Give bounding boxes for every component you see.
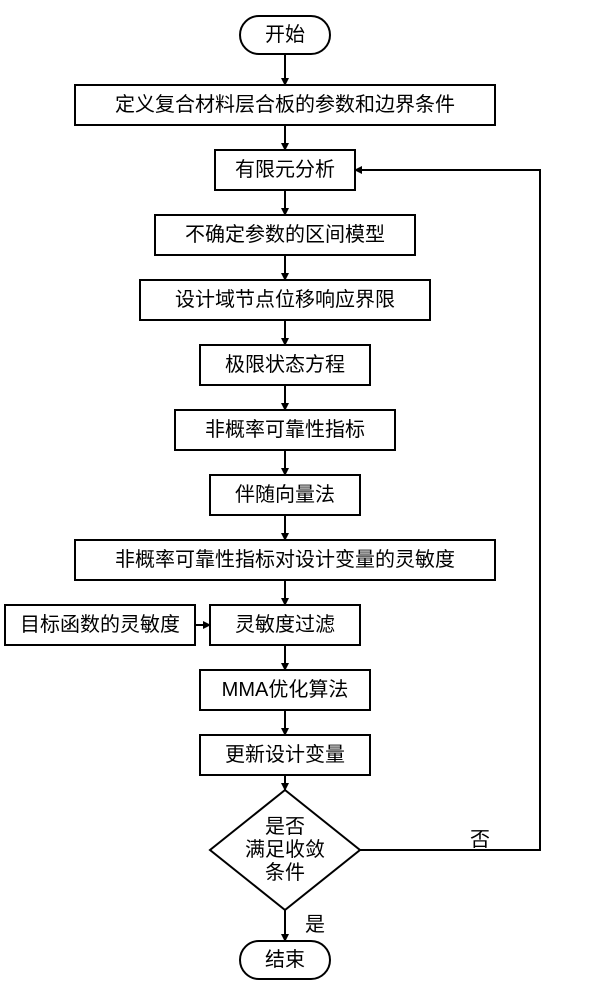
label-n10: MMA优化算法 [222, 678, 349, 701]
label-start: 开始 [265, 23, 305, 46]
label-n9: 灵敏度过滤 [235, 613, 335, 636]
label-dec: 是否 [265, 816, 305, 838]
label-yes: 是 [305, 914, 325, 936]
label-no: 否 [470, 829, 490, 851]
label-n3: 不确定参数的区间模型 [185, 223, 385, 246]
label-n4: 设计域节点位移响应界限 [175, 288, 395, 311]
label-n11: 更新设计变量 [225, 743, 345, 766]
label-n5: 极限状态方程 [225, 353, 345, 376]
label-n1: 定义复合材料层合板的参数和边界条件 [115, 93, 455, 116]
label-n6: 非概率可靠性指标 [205, 418, 365, 441]
flowchart-canvas: 开始定义复合材料层合板的参数和边界条件有限元分析不确定参数的区间模型设计域节点位… [0, 0, 600, 1000]
label-n2: 有限元分析 [235, 158, 335, 181]
edge [355, 170, 540, 850]
label-side: 目标函数的灵敏度 [20, 613, 180, 636]
label-dec: 满足收敛 [245, 838, 325, 861]
label-end: 结束 [265, 948, 305, 971]
label-n8: 非概率可靠性指标对设计变量的灵敏度 [115, 548, 455, 571]
label-n7: 伴随向量法 [235, 483, 335, 506]
label-dec: 条件 [265, 861, 305, 884]
